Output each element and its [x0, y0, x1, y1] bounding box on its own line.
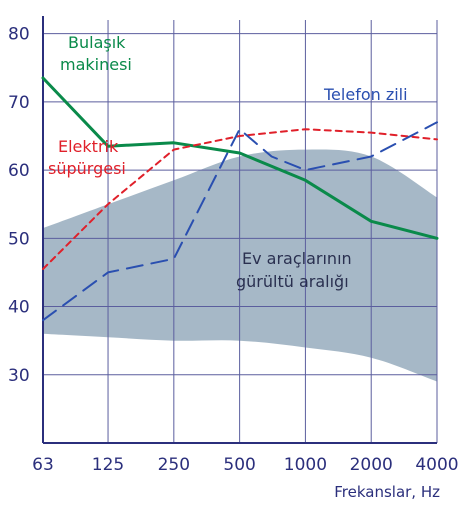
y-tick-label: 70 — [8, 93, 30, 113]
band-label-line2: gürültü aralığı — [236, 272, 349, 291]
x-tick-label: 63 — [32, 455, 54, 475]
series-layer — [41, 76, 439, 322]
x-axis-title: Frekanslar, Hz — [334, 483, 440, 501]
series-line-dishwasher — [41, 76, 439, 240]
x-tick-label: 4000 — [415, 455, 458, 475]
series-label-phone: Telefon zili — [323, 85, 408, 104]
x-tick-label: 1000 — [284, 455, 327, 475]
band-label-line1: Ev araçlarının — [242, 249, 352, 268]
x-tick-label: 125 — [92, 455, 124, 475]
series-label-dishwasher-line1: Bulaşık — [68, 33, 126, 52]
y-tick-label: 80 — [8, 25, 30, 45]
series-line-vacuum — [42, 128, 438, 270]
series-label-vacuum-line2: süpürgesi — [48, 159, 126, 178]
x-tick-label: 500 — [223, 455, 255, 475]
series-label-dishwasher-line2: makinesi — [60, 55, 132, 74]
x-tick-label: 250 — [158, 455, 190, 475]
y-tick-label: 50 — [8, 229, 30, 249]
text-layer: Frekanslar, Hz Bulaşık makinesi Elektrik… — [48, 33, 440, 501]
y-tick-label: 40 — [8, 298, 30, 318]
series-label-vacuum-line1: Elektrik — [58, 137, 119, 156]
x-tick-label: 2000 — [350, 455, 393, 475]
y-tick-label: 30 — [8, 366, 30, 386]
series-line-phone — [42, 121, 438, 322]
grid-layer: 63 125 250 500 1000 2000 4000 30 40 50 60 70 80 — [8, 16, 459, 475]
y-tick-label: 60 — [8, 161, 30, 181]
